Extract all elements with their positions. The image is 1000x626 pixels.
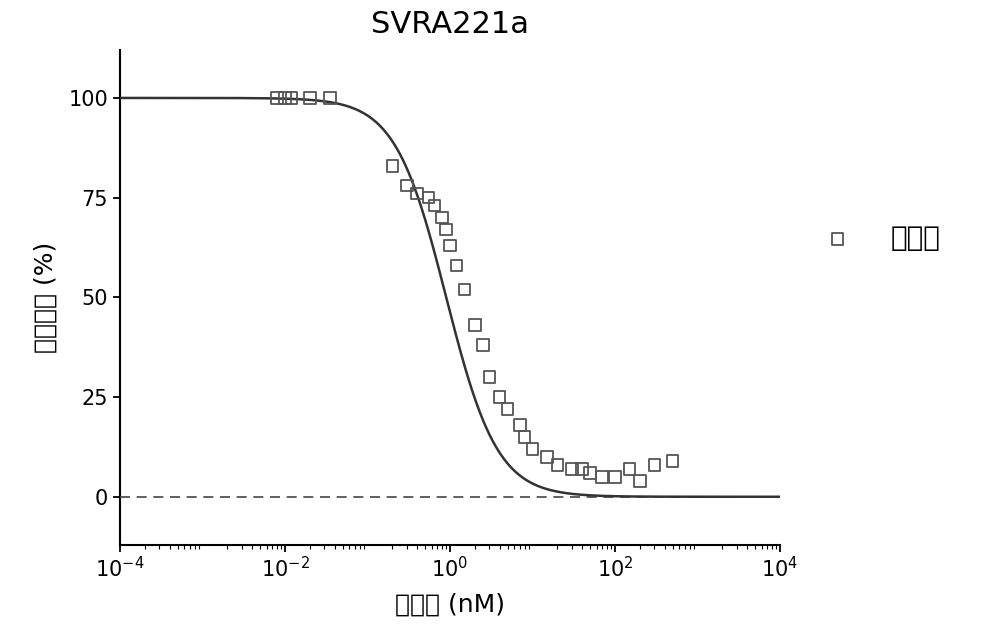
- X-axis label: 抑制剂 (nM): 抑制剂 (nM): [395, 593, 505, 617]
- 紫杉醇: [574, 464, 590, 474]
- 紫杉醇: [438, 225, 454, 235]
- 紫杉醇: [539, 452, 555, 462]
- 紫杉醇: [277, 93, 293, 103]
- 紫杉醇: [421, 193, 437, 203]
- 紫杉醇: [622, 464, 638, 474]
- 紫杉醇: [322, 93, 338, 103]
- 紫杉醇: [384, 161, 400, 171]
- 紫杉醇: [594, 472, 610, 482]
- Legend: 紫杉醇: 紫杉醇: [807, 224, 940, 252]
- 紫杉醇: [492, 392, 508, 402]
- 紫杉醇: [442, 240, 458, 250]
- 紫杉醇: [607, 472, 623, 482]
- 紫杉醇: [434, 213, 450, 223]
- 紫杉醇: [409, 188, 425, 198]
- 紫杉醇: [549, 460, 565, 470]
- 紫杉醇: [427, 200, 443, 210]
- 紫杉醇: [500, 404, 516, 414]
- 紫杉醇: [517, 432, 533, 442]
- 紫杉醇: [302, 93, 318, 103]
- 紫杉醇: [524, 444, 540, 454]
- 紫杉醇: [481, 372, 497, 382]
- 紫杉醇: [646, 460, 662, 470]
- 紫杉醇: [284, 93, 300, 103]
- 紫杉醇: [269, 93, 285, 103]
- 紫杉醇: [665, 456, 681, 466]
- 紫杉醇: [457, 284, 473, 294]
- 紫杉醇: [399, 181, 415, 191]
- 紫杉醇: [582, 468, 598, 478]
- 紫杉醇: [512, 420, 528, 430]
- Y-axis label: 细胞生长 (%): 细胞生长 (%): [33, 242, 57, 353]
- 紫杉醇: [467, 321, 483, 331]
- Title: SVRA221a: SVRA221a: [371, 11, 529, 39]
- 紫杉醇: [449, 260, 465, 270]
- 紫杉醇: [632, 476, 648, 486]
- 紫杉醇: [564, 464, 580, 474]
- 紫杉醇: [475, 340, 491, 350]
